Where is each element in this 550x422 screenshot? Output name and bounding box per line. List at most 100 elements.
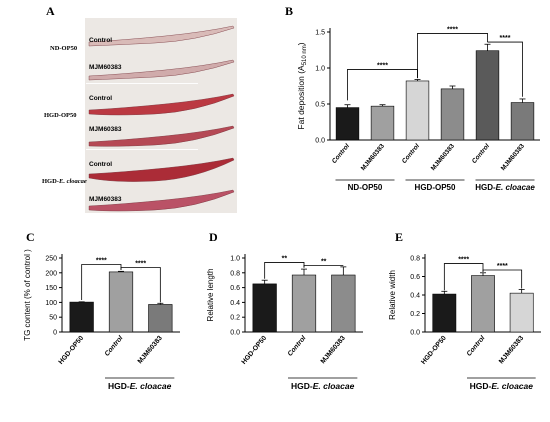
y-tick-label: 1.0 [315, 66, 325, 73]
chart-tg-content: 0 50 100 150 200 250 TG content (% of control … [23, 249, 180, 391]
group-label: ND-OP50 [348, 183, 383, 192]
x-tick-label: Control [331, 143, 351, 165]
y-axis-title: TG content (% of control ) [23, 249, 32, 341]
row-label-mjm60383: MJM60383 [89, 196, 122, 203]
chart-fat-deposition: 0.0 0.5 1.0 1.5 Fat deposition (A510 nm) Cont… [296, 26, 540, 192]
group-label-hgd-op50: HGD-OP50 [44, 112, 77, 119]
x-tick-label: Control [401, 143, 421, 165]
worm-shape [88, 59, 235, 81]
group-label: HGD-OP50 [415, 183, 456, 192]
x-tick-label: Control [466, 335, 487, 358]
bar [509, 292, 534, 333]
bar [475, 50, 500, 141]
bar [148, 304, 173, 333]
bar [471, 275, 495, 333]
x-tick-label: HGD-OP50 [240, 335, 268, 366]
bar [331, 274, 356, 333]
y-tick-label: 250 [45, 256, 57, 263]
y-tick-label: 0.6 [230, 285, 240, 292]
panel-letter-c: C [26, 230, 35, 244]
y-tick-label: 0.2 [410, 311, 420, 318]
significance-label: **** [500, 35, 511, 42]
y-tick-label: 1.5 [315, 30, 325, 37]
significance-bracket [482, 269, 523, 289]
photo-separator [86, 83, 198, 84]
worm-shape [88, 157, 235, 182]
group-label: HGD-E. cloacae [475, 183, 535, 192]
worm-shape [88, 125, 235, 147]
group-label: HGD-E. cloacae [470, 381, 534, 391]
bar [370, 105, 395, 141]
row-label-mjm60383: MJM60383 [89, 64, 122, 71]
bar [335, 107, 360, 141]
panel-letter-a: A [46, 4, 55, 18]
significance-bracket [120, 267, 161, 303]
bar [510, 102, 535, 141]
x-tick-label: MJM60383 [360, 143, 387, 173]
y-tick-label: 1.0 [230, 256, 240, 263]
x-tick-label: MJM60383 [500, 143, 527, 173]
y-tick-label: 100 [45, 300, 57, 307]
significance-label: **** [497, 263, 508, 270]
significance-label: ** [282, 255, 288, 262]
x-tick-label: MJM60383 [498, 335, 525, 366]
significance-bracket [487, 41, 523, 97]
significance-label: **** [135, 260, 146, 267]
y-axis-title: Relative length [206, 269, 215, 322]
worm-shape [88, 189, 235, 212]
bar [252, 283, 277, 333]
bar [291, 274, 317, 333]
row-label-control: Control [89, 95, 113, 102]
y-tick-label: 200 [45, 270, 57, 277]
y-tick-label: 0.0 [230, 330, 240, 337]
worm-images [88, 25, 235, 212]
row-label-control: Control [89, 161, 113, 168]
x-tick-label: MJM60383 [137, 335, 164, 366]
significance-label: ** [321, 258, 327, 265]
significance-bracket [443, 263, 484, 291]
worm-shape [88, 25, 235, 47]
y-tick-label: 0.4 [410, 293, 420, 300]
x-tick-label: HGD-OP50 [420, 335, 448, 366]
y-axis-title: Fat deposition (A510 nm) [296, 42, 308, 129]
y-tick-label: 50 [49, 315, 57, 322]
chart-relative-length: 0.0 0.2 0.4 0.6 0.8 1.0 Relative length HGD-OP5… [206, 254, 363, 391]
chart-relative-width: 0.0 0.2 0.4 0.6 0.8 Relative width HGD-OP50 Con… [388, 254, 541, 391]
panel-letter-b: B [285, 4, 294, 18]
bar [440, 88, 465, 141]
bar [69, 301, 94, 333]
y-tick-label: 0.4 [230, 300, 240, 307]
worm-micrograph [85, 18, 237, 213]
x-tick-label: MJM60383 [320, 335, 347, 366]
worm-shape [88, 93, 235, 116]
y-tick-label: 0.6 [410, 274, 420, 281]
y-tick-label: 0.8 [410, 256, 420, 263]
row-label-control: Control [89, 37, 113, 44]
group-label-hgd-ecloacae: HGD-E. cloacae [42, 178, 87, 185]
x-tick-label: Control [104, 335, 125, 358]
bar [108, 271, 134, 333]
y-tick-label: 0 [53, 330, 57, 337]
x-tick-label: Control [471, 143, 491, 165]
significance-label: **** [377, 62, 388, 69]
group-label: HGD-E. cloacae [291, 381, 355, 391]
y-tick-label: 0.5 [315, 102, 325, 109]
y-tick-label: 0.2 [230, 315, 240, 322]
y-axis-title: Relative width [388, 270, 397, 320]
panel-letter-d: D [209, 230, 218, 244]
y-tick-label: 0.0 [315, 138, 325, 145]
group-label-nd-op50: ND-OP50 [50, 45, 78, 52]
y-tick-label: 0.0 [410, 330, 420, 337]
bar [405, 80, 430, 141]
significance-label: **** [447, 26, 458, 33]
panel-letter-e: E [395, 230, 404, 244]
y-tick-label: 150 [45, 285, 57, 292]
photo-separator [86, 149, 198, 150]
significance-bracket [303, 264, 344, 268]
bar [432, 293, 457, 333]
row-label-mjm60383: MJM60383 [89, 126, 122, 133]
x-tick-label: MJM60383 [430, 143, 457, 173]
group-label: HGD-E. cloacae [108, 381, 172, 391]
y-tick-label: 0.8 [230, 270, 240, 277]
